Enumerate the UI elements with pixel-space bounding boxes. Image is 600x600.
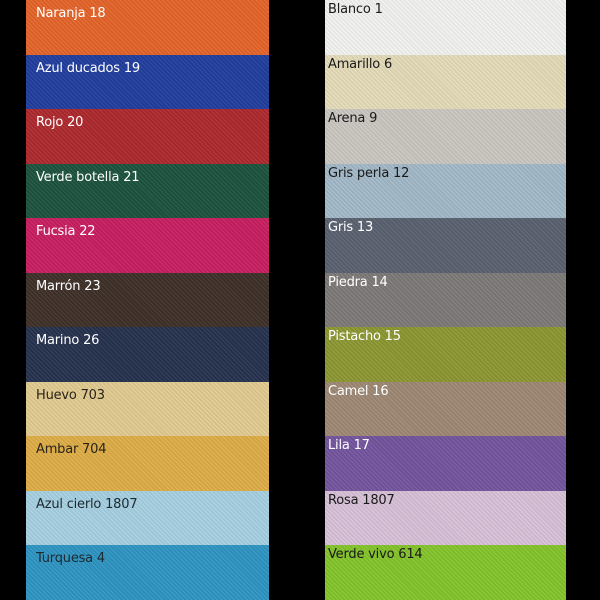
swatch-label: Ambar 704	[36, 442, 107, 458]
color-swatch: Camel 16	[325, 381, 566, 437]
swatch-label: Amarillo 6	[328, 56, 393, 72]
swatch-label: Camel 16	[328, 383, 389, 399]
swatch-label: Gris perla 12	[328, 165, 410, 181]
color-swatch: Ambar 704	[26, 436, 269, 491]
color-swatch: Verde vivo 614	[325, 545, 566, 600]
color-swatch: Amarillo 6	[325, 54, 566, 110]
right-swatch-column: Blanco 1 Amarillo 6 Arena 9 Gris perla 12 Gr…	[325, 0, 566, 600]
color-swatch: Piedra 14	[325, 272, 566, 328]
swatch-label: Gris 13	[328, 220, 374, 236]
color-swatch: Fucsia 22	[26, 218, 269, 273]
color-swatch: Marino 26	[26, 327, 269, 382]
color-swatch: Naranja 18	[26, 0, 269, 55]
swatch-label: Naranja 18	[36, 6, 106, 21]
swatch-label: Fucsia 22	[36, 224, 96, 240]
swatch-label: Rosa 1807	[328, 492, 395, 508]
color-swatch: Rojo 20	[26, 109, 269, 164]
swatch-label: Huevo 703	[36, 387, 105, 403]
swatch-label: Azul ducados 19	[36, 60, 140, 76]
color-swatch: Gris 13	[325, 218, 566, 273]
color-swatch: Arena 9	[325, 109, 566, 164]
swatch-label: Marino 26	[36, 333, 100, 349]
color-swatch: Verde botella 21	[26, 163, 269, 219]
swatch-label: Verde vivo 614	[328, 547, 423, 563]
color-swatch: Pistacho 15	[325, 327, 566, 382]
color-swatch: Gris perla 12	[325, 163, 566, 219]
color-swatch: Azul cierlo 1807	[26, 490, 269, 546]
left-swatch-column: Naranja 18 Azul ducados 19 Rojo 20 Verde bo…	[26, 0, 269, 600]
swatch-label: Azul cierlo 1807	[36, 496, 138, 512]
swatch-label: Lila 17	[328, 438, 370, 454]
swatch-label: Rojo 20	[36, 115, 84, 131]
swatch-label: Piedra 14	[328, 274, 388, 290]
swatch-label: Pistacho 15	[328, 329, 401, 345]
swatch-label: Turquesa 4	[36, 551, 105, 567]
color-swatch: Turquesa 4	[26, 545, 269, 600]
swatch-label: Marrón 23	[36, 278, 101, 294]
swatch-label: Arena 9	[328, 111, 378, 127]
swatch-label: Blanco 1	[328, 2, 383, 17]
color-swatch: Rosa 1807	[325, 490, 566, 546]
color-swatch: Marrón 23	[26, 272, 269, 328]
color-swatch: Azul ducados 19	[26, 54, 269, 110]
color-swatch: Blanco 1	[325, 0, 566, 55]
color-swatch: Huevo 703	[26, 381, 269, 437]
swatch-label: Verde botella 21	[36, 169, 140, 185]
color-swatch: Lila 17	[325, 436, 566, 491]
